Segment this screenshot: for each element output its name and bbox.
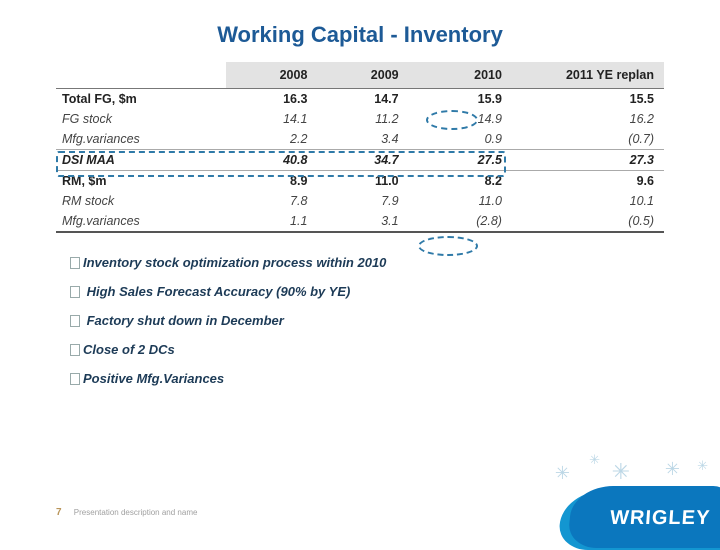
table-cell: 1.1 <box>226 211 317 232</box>
table-header-row: 2008200920102011 YE replan <box>56 62 664 89</box>
page-title: Working Capital - Inventory <box>0 0 720 62</box>
page-number: 7 <box>56 507 62 518</box>
sparkle-icon: ✳ <box>697 458 708 474</box>
bullet-text: Positive Mfg.Variances <box>83 371 224 386</box>
table-cell: 40.8 <box>226 150 317 171</box>
bullet-marker-icon <box>70 257 80 269</box>
sparkle-icon: ✳ <box>665 459 680 480</box>
column-header <box>56 62 226 89</box>
table-cell: FG stock <box>56 109 226 129</box>
column-header: 2009 <box>317 62 408 89</box>
table-cell: 16.2 <box>512 109 664 129</box>
sparkle-icon: ✳ <box>555 463 570 484</box>
table-cell: (0.5) <box>512 211 664 232</box>
table-cell: 14.9 <box>409 109 512 129</box>
sparkle-icon: ✳ <box>589 452 600 468</box>
table-cell: 16.3 <box>226 89 317 110</box>
table-cell: (2.8) <box>409 211 512 232</box>
bullet-list: Inventory stock optimization process wit… <box>70 255 664 386</box>
column-header: 2011 YE replan <box>512 62 664 89</box>
bullet-item: Positive Mfg.Variances <box>70 371 664 386</box>
table-cell: 3.1 <box>317 211 408 232</box>
table-cell: RM stock <box>56 191 226 211</box>
table-cell: 7.8 <box>226 191 317 211</box>
callout-ellipse-2 <box>418 236 478 256</box>
bullet-marker-icon <box>70 286 80 298</box>
table-cell: 14.7 <box>317 89 408 110</box>
table-row: Total FG, $m16.314.715.915.5 <box>56 89 664 110</box>
column-header: 2008 <box>226 62 317 89</box>
table-cell: 3.4 <box>317 129 408 150</box>
bullet-marker-icon <box>70 373 80 385</box>
table-cell: Mfg.variances <box>56 211 226 232</box>
table-cell: (0.7) <box>512 129 664 150</box>
footer: 7 Presentation description and name <box>56 507 197 518</box>
table-row: RM, $m8.911.08.29.6 <box>56 171 664 192</box>
table-cell: Total FG, $m <box>56 89 226 110</box>
table-cell: 8.2 <box>409 171 512 192</box>
table-cell: 15.5 <box>512 89 664 110</box>
bullet-text: Factory shut down in December <box>83 313 284 328</box>
bullet-item: High Sales Forecast Accuracy (90% by YE) <box>70 284 664 299</box>
footer-desc: Presentation description and name <box>74 508 198 517</box>
table-row: DSI MAA40.834.727.527.3 <box>56 150 664 171</box>
bullet-item: Inventory stock optimization process wit… <box>70 255 664 270</box>
table-body: Total FG, $m16.314.715.915.5FG stock14.1… <box>56 89 664 233</box>
sparkle-icon: ✳ <box>612 459 630 485</box>
bullet-marker-icon <box>70 315 80 327</box>
inventory-table-wrap: 2008200920102011 YE replan Total FG, $m1… <box>56 62 664 233</box>
inventory-table: 2008200920102011 YE replan Total FG, $m1… <box>56 62 664 233</box>
column-header: 2010 <box>409 62 512 89</box>
table-cell: 8.9 <box>226 171 317 192</box>
table-cell: 27.3 <box>512 150 664 171</box>
table-cell: 15.9 <box>409 89 512 110</box>
table-cell: 2.2 <box>226 129 317 150</box>
table-row: Mfg.variances2.23.40.9(0.7) <box>56 129 664 150</box>
bullet-item: Close of 2 DCs <box>70 342 664 357</box>
bullet-marker-icon <box>70 344 80 356</box>
table-cell: 14.1 <box>226 109 317 129</box>
table-cell: 11.0 <box>317 171 408 192</box>
table-cell: RM, $m <box>56 171 226 192</box>
bullet-item: Factory shut down in December <box>70 313 664 328</box>
wrigley-logo: ✳ ✳ ✳ ✳ ✳ WRIGLEY <box>520 445 720 540</box>
logo-text: WRIGLEY <box>609 507 711 530</box>
table-row: FG stock14.111.214.916.2 <box>56 109 664 129</box>
table-cell: 0.9 <box>409 129 512 150</box>
table-cell: 34.7 <box>317 150 408 171</box>
table-cell: 9.6 <box>512 171 664 192</box>
table-row: Mfg.variances1.13.1(2.8)(0.5) <box>56 211 664 232</box>
bullet-text: Close of 2 DCs <box>83 342 175 357</box>
table-cell: DSI MAA <box>56 150 226 171</box>
table-cell: 10.1 <box>512 191 664 211</box>
table-row: RM stock7.87.911.010.1 <box>56 191 664 211</box>
table-cell: 7.9 <box>317 191 408 211</box>
bullet-text: High Sales Forecast Accuracy (90% by YE) <box>83 284 350 299</box>
bullet-text: Inventory stock optimization process wit… <box>83 255 386 270</box>
table-cell: 11.2 <box>317 109 408 129</box>
table-cell: Mfg.variances <box>56 129 226 150</box>
table-cell: 11.0 <box>409 191 512 211</box>
table-cell: 27.5 <box>409 150 512 171</box>
